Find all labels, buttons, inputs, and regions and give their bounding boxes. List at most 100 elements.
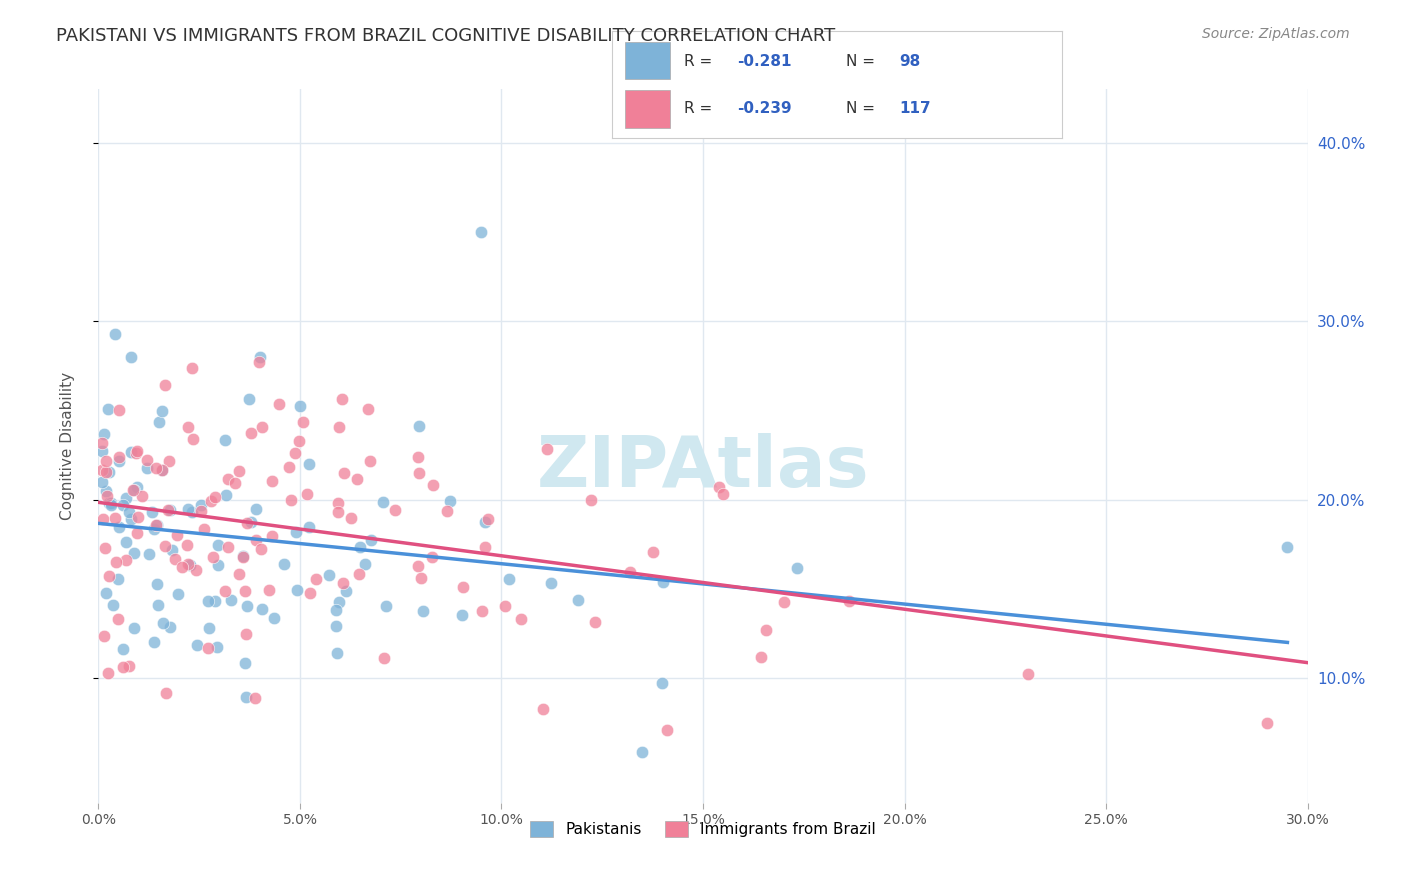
Pakistanis bbox=[108, 454, 131, 468]
Immigrants from Brazil bbox=[157, 454, 180, 468]
Text: -0.281: -0.281 bbox=[738, 54, 792, 69]
Pakistanis bbox=[103, 599, 125, 613]
Immigrants from Brazil bbox=[155, 686, 177, 700]
Immigrants from Brazil bbox=[474, 540, 496, 554]
Immigrants from Brazil bbox=[228, 464, 250, 478]
Immigrants from Brazil bbox=[153, 539, 176, 553]
Pakistanis bbox=[326, 646, 349, 660]
Text: -0.239: -0.239 bbox=[738, 101, 792, 116]
Immigrants from Brazil bbox=[105, 555, 128, 569]
Immigrants from Brazil bbox=[177, 419, 200, 434]
Pakistanis bbox=[439, 493, 461, 508]
Immigrants from Brazil bbox=[641, 545, 664, 559]
Immigrants from Brazil bbox=[328, 420, 350, 434]
Immigrants from Brazil bbox=[373, 651, 395, 665]
Pakistanis bbox=[138, 547, 160, 561]
Immigrants from Brazil bbox=[655, 723, 678, 737]
Immigrants from Brazil bbox=[145, 461, 167, 475]
Pakistanis bbox=[205, 640, 228, 655]
Pakistanis bbox=[298, 457, 321, 471]
Immigrants from Brazil bbox=[406, 450, 429, 464]
Immigrants from Brazil bbox=[436, 504, 458, 518]
Immigrants from Brazil bbox=[224, 475, 246, 490]
Immigrants from Brazil bbox=[1017, 667, 1039, 681]
Immigrants from Brazil bbox=[112, 660, 135, 674]
Immigrants from Brazil bbox=[91, 436, 114, 450]
Pakistanis bbox=[159, 620, 181, 634]
Immigrants from Brazil bbox=[165, 552, 187, 566]
Pakistanis bbox=[146, 518, 169, 533]
Pakistanis bbox=[232, 549, 254, 563]
Immigrants from Brazil bbox=[298, 586, 321, 600]
Pakistanis bbox=[235, 599, 257, 613]
Pakistanis bbox=[540, 575, 562, 590]
Pakistanis bbox=[235, 690, 257, 704]
Pakistanis bbox=[450, 608, 472, 623]
Pakistanis bbox=[97, 401, 120, 416]
Immigrants from Brazil bbox=[204, 490, 226, 504]
Pakistanis bbox=[375, 599, 398, 613]
Pakistanis bbox=[273, 558, 295, 572]
Text: R =: R = bbox=[683, 54, 717, 69]
Pakistanis bbox=[143, 522, 166, 536]
Immigrants from Brazil bbox=[284, 446, 307, 460]
Pakistanis bbox=[567, 593, 589, 607]
Immigrants from Brazil bbox=[245, 533, 267, 548]
Immigrants from Brazil bbox=[233, 584, 256, 599]
Immigrants from Brazil bbox=[197, 640, 219, 655]
Pakistanis bbox=[117, 505, 139, 519]
Pakistanis bbox=[142, 635, 165, 649]
Pakistanis bbox=[371, 495, 394, 509]
Pakistanis bbox=[214, 433, 236, 447]
Immigrants from Brazil bbox=[838, 593, 860, 607]
Pakistanis bbox=[470, 225, 492, 239]
Immigrants from Brazil bbox=[332, 466, 354, 480]
Immigrants from Brazil bbox=[153, 378, 176, 392]
Pakistanis bbox=[249, 350, 271, 364]
Immigrants from Brazil bbox=[217, 540, 239, 554]
Immigrants from Brazil bbox=[422, 478, 444, 492]
Immigrants from Brazil bbox=[280, 493, 302, 508]
Immigrants from Brazil bbox=[125, 525, 148, 540]
Immigrants from Brazil bbox=[494, 599, 516, 613]
Immigrants from Brazil bbox=[305, 572, 328, 586]
Immigrants from Brazil bbox=[328, 505, 350, 519]
Pakistanis bbox=[94, 484, 117, 499]
Text: Source: ZipAtlas.com: Source: ZipAtlas.com bbox=[1202, 27, 1350, 41]
Immigrants from Brazil bbox=[332, 575, 354, 590]
Immigrants from Brazil bbox=[346, 472, 368, 486]
Pakistanis bbox=[120, 444, 142, 458]
Pakistanis bbox=[207, 538, 229, 552]
Pakistanis bbox=[408, 419, 430, 434]
Immigrants from Brazil bbox=[245, 691, 267, 706]
Immigrants from Brazil bbox=[96, 489, 118, 503]
Immigrants from Brazil bbox=[217, 472, 239, 486]
Immigrants from Brazil bbox=[619, 566, 641, 580]
Immigrants from Brazil bbox=[288, 434, 311, 448]
Pakistanis bbox=[91, 475, 114, 489]
Immigrants from Brazil bbox=[451, 581, 474, 595]
Pakistanis bbox=[186, 638, 208, 652]
Pakistanis bbox=[263, 611, 285, 625]
Pakistanis bbox=[98, 496, 121, 510]
Immigrants from Brazil bbox=[228, 566, 250, 581]
Immigrants from Brazil bbox=[118, 658, 141, 673]
Pakistanis bbox=[160, 543, 183, 558]
Immigrants from Brazil bbox=[166, 528, 188, 542]
Immigrants from Brazil bbox=[176, 538, 198, 552]
Pakistanis bbox=[111, 641, 134, 656]
Pakistanis bbox=[360, 533, 382, 547]
Immigrants from Brazil bbox=[252, 420, 274, 434]
Immigrants from Brazil bbox=[186, 562, 208, 576]
Text: ZIPAtlas: ZIPAtlas bbox=[537, 433, 869, 502]
Pakistanis bbox=[100, 498, 122, 512]
Immigrants from Brazil bbox=[531, 701, 554, 715]
Pakistanis bbox=[93, 427, 115, 442]
Immigrants from Brazil bbox=[332, 392, 354, 407]
Immigrants from Brazil bbox=[108, 450, 131, 464]
Immigrants from Brazil bbox=[262, 474, 284, 488]
Immigrants from Brazil bbox=[94, 465, 117, 479]
Pakistanis bbox=[111, 498, 134, 512]
Immigrants from Brazil bbox=[202, 549, 225, 564]
Immigrants from Brazil bbox=[749, 650, 772, 665]
